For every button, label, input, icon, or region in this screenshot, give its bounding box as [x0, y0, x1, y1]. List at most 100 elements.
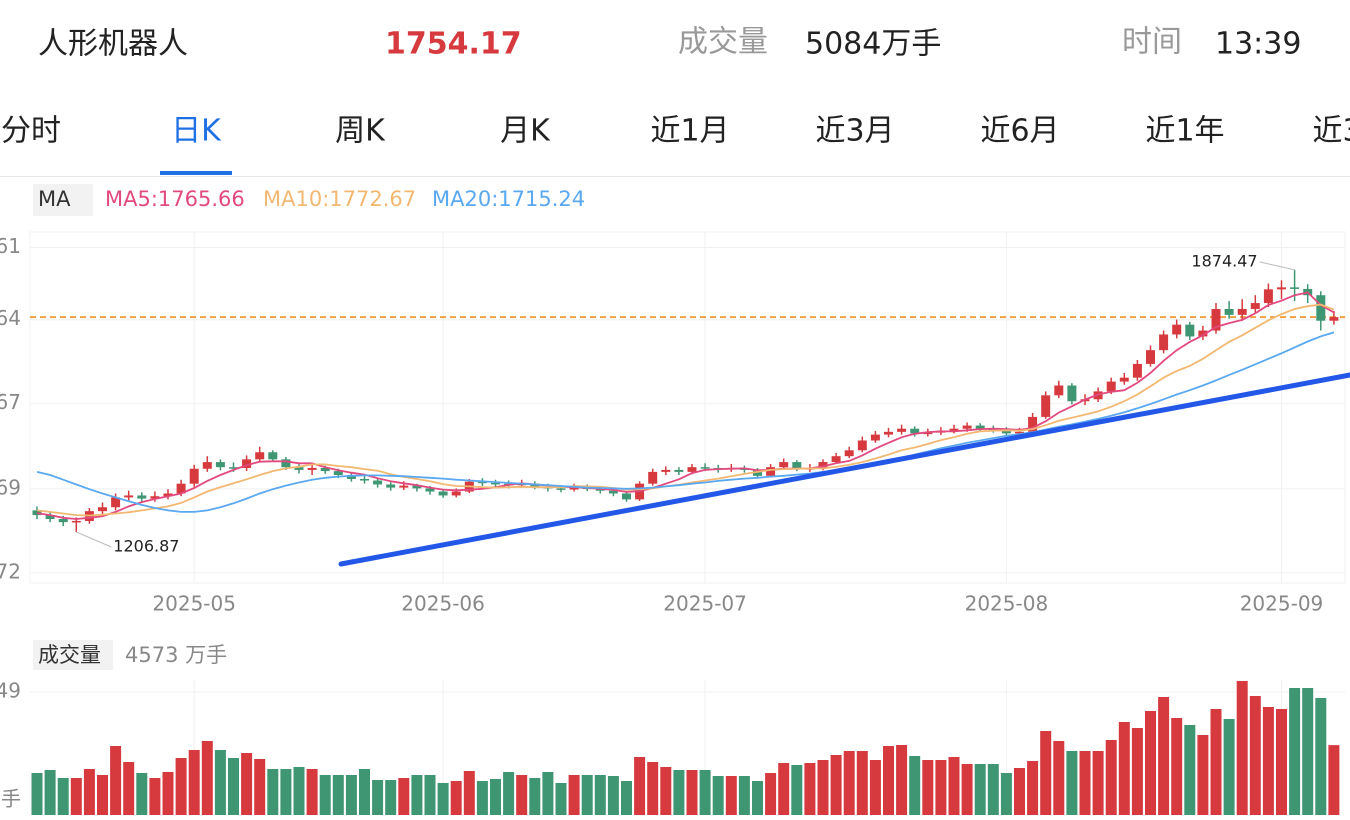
chart-layer: 分时 日K 周K 月K 近1月 近3月 近6月 近1年 近3年 1931.61 1747.64 153… [0, 114, 1350, 815]
tab[interactable]: 近1月 [650, 114, 729, 149]
volume-bar [1184, 724, 1196, 815]
candle-body [294, 467, 304, 470]
candle-body [1329, 317, 1339, 321]
candle-body [150, 496, 160, 499]
volume-bar [725, 776, 737, 815]
volume-bar [411, 774, 423, 815]
volume-bar [188, 749, 200, 815]
candle-body [700, 467, 710, 469]
candle-body [1054, 385, 1064, 396]
volume-bar [712, 776, 724, 815]
volume-bar [70, 778, 82, 815]
volume-unit: 万手 [0, 787, 21, 811]
trend-line [338, 372, 1350, 567]
price: 1754.17 [385, 27, 522, 62]
candle-body [189, 468, 199, 484]
y-tick-label: 1931.61 [0, 234, 21, 258]
candle-body [766, 467, 776, 476]
volume-bar [935, 760, 947, 815]
tab[interactable]: 分时 [1, 114, 61, 149]
volume-bar [909, 755, 921, 815]
volume-bar [1328, 745, 1340, 815]
price-panel [29, 231, 1346, 584]
candle-body [1067, 385, 1077, 402]
volume-bar [581, 774, 593, 815]
candle-body [176, 483, 186, 494]
volume-bar [568, 774, 580, 815]
annotation-line [76, 531, 112, 548]
volume-bar [1262, 706, 1274, 815]
candle-body [98, 507, 107, 512]
tab[interactable]: 近3月 [815, 114, 894, 149]
volume-bar [437, 782, 449, 815]
candle-body [215, 462, 225, 468]
candle-body [1250, 303, 1260, 309]
candle-body [661, 469, 671, 472]
candle-body [674, 469, 684, 472]
volume-bar [385, 780, 397, 815]
tab[interactable]: 月K [500, 114, 551, 149]
volume-bar [869, 760, 881, 815]
volume-bar [306, 769, 318, 815]
volume-value: 5084万手 [805, 27, 941, 62]
candle-body [1146, 350, 1155, 364]
volume-bar [83, 769, 95, 815]
candle-body [622, 493, 631, 500]
volume-bar [476, 780, 488, 815]
volume-bar [922, 760, 934, 815]
volume-bar [97, 774, 108, 815]
volume-bar [843, 750, 855, 815]
candle-body [753, 469, 762, 476]
volume-bar [398, 778, 410, 815]
volume-bar [778, 762, 790, 815]
y-tick-label: 1533.67 [0, 390, 21, 414]
volume-bar [44, 769, 56, 815]
candle-body [949, 428, 959, 431]
volume-bar [529, 778, 541, 815]
volume-bar [214, 749, 226, 815]
volume-bar [647, 762, 659, 815]
volume-bar [1027, 760, 1039, 815]
tab[interactable]: 周K [335, 114, 386, 149]
tab[interactable]: 近3年 [1312, 114, 1350, 149]
candle-body [792, 462, 802, 469]
volume-bar [738, 776, 750, 815]
volume-bar [345, 774, 357, 815]
volume-bar [752, 780, 763, 815]
candle-body [346, 475, 356, 479]
candle-body [320, 467, 330, 472]
volume-bar [293, 766, 305, 815]
candle-body [71, 520, 81, 523]
volume-bar [1040, 730, 1052, 815]
volume-bar [1249, 696, 1261, 815]
time-value: 13:39 [1215, 27, 1301, 62]
volume-bar [1066, 750, 1078, 815]
volume-bar [1014, 767, 1025, 815]
candle-body [255, 452, 265, 460]
volume-bar [359, 769, 370, 815]
candle-body [923, 432, 933, 435]
volume-last: 4573 万手 [125, 643, 227, 667]
volume-bar [463, 771, 475, 815]
volume-bar [974, 764, 986, 815]
candle-body [844, 450, 854, 457]
volume-bar [883, 746, 894, 815]
volume-bar [1223, 718, 1235, 815]
volume-bar [372, 780, 384, 815]
volume-bar [1105, 739, 1117, 815]
candle-body [268, 452, 278, 460]
volume-bar [1315, 698, 1327, 815]
candle-body [58, 519, 68, 523]
candle-body [910, 428, 920, 434]
volume-bar [1302, 687, 1314, 815]
candle-body [373, 480, 383, 485]
candle-body [870, 434, 880, 441]
tab[interactable]: 日K [171, 114, 222, 149]
tab[interactable]: 近1年 [1145, 114, 1224, 149]
candle-body [399, 485, 409, 488]
candle-body [831, 456, 841, 463]
volume-bar [856, 750, 868, 815]
tab[interactable]: 近6月 [980, 114, 1059, 149]
candle-body [111, 497, 121, 508]
